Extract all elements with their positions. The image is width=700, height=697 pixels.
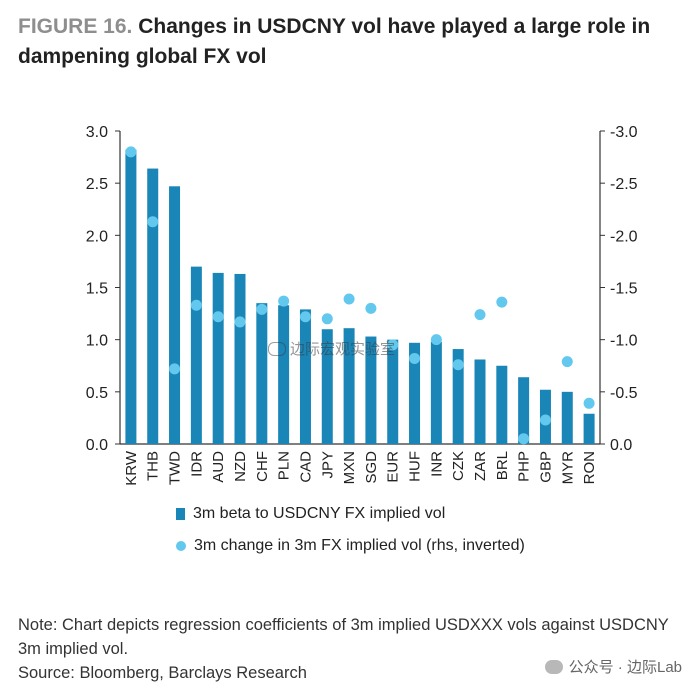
x-tick-label: PHP bbox=[516, 451, 533, 482]
x-tick-label: CHF bbox=[254, 451, 271, 482]
scatter-point bbox=[452, 359, 464, 371]
corner-watermark: 公众号 · 边际Lab bbox=[544, 656, 682, 677]
x-tick-label: PLN bbox=[276, 451, 293, 480]
legend-label-dot: 3m change in 3m FX implied vol (rhs, inv… bbox=[194, 537, 525, 554]
scatter-point bbox=[365, 302, 377, 314]
left-tick-label: 1.0 bbox=[86, 333, 108, 350]
x-tick-label: GBP bbox=[537, 451, 554, 483]
bar bbox=[147, 168, 159, 444]
source-text: Source: Bloomberg, Barclays Research bbox=[18, 664, 307, 682]
note-text: Note: Chart depicts regression coefficie… bbox=[18, 616, 669, 658]
right-tick-label: -1.5 bbox=[610, 281, 638, 298]
legend-item-bar: 3m beta to USDCNY FX implied vol bbox=[176, 505, 445, 523]
chart-note: Note: Chart depicts regression coefficie… bbox=[18, 613, 688, 685]
x-tick-label: HUF bbox=[407, 451, 424, 482]
bar bbox=[365, 336, 377, 444]
bar bbox=[169, 186, 181, 444]
scatter-point bbox=[583, 397, 595, 409]
center-watermark-text: 边际宏观实验室 bbox=[290, 341, 396, 358]
scatter-point bbox=[278, 295, 290, 307]
scatter-point bbox=[561, 356, 573, 368]
center-watermark: 边际宏观实验室 bbox=[268, 338, 395, 359]
scatter-point bbox=[190, 299, 202, 311]
bar bbox=[496, 365, 508, 444]
bar bbox=[583, 413, 595, 444]
scatter-point bbox=[299, 311, 311, 323]
scatter-point bbox=[387, 339, 399, 351]
bar bbox=[518, 377, 530, 444]
scatter-point bbox=[234, 316, 246, 328]
wechat-icon bbox=[268, 341, 286, 356]
x-tick-label: BRL bbox=[494, 451, 511, 480]
left-tick-label: 2.0 bbox=[86, 228, 108, 245]
scatter-point bbox=[409, 352, 421, 364]
figure-label: FIGURE 16. bbox=[18, 15, 133, 38]
x-tick-label: CZK bbox=[450, 451, 467, 481]
x-tick-label: AUD bbox=[210, 451, 227, 483]
scatter-point bbox=[539, 414, 551, 426]
x-tick-label: CAD bbox=[297, 451, 314, 483]
left-tick-label: 3.0 bbox=[86, 124, 108, 141]
bar bbox=[430, 341, 442, 444]
scatter-point bbox=[496, 296, 508, 308]
right-tick-label: -2.0 bbox=[610, 228, 638, 245]
x-tick-label: RON bbox=[581, 451, 598, 484]
bar bbox=[234, 273, 246, 444]
scatter-point bbox=[256, 303, 268, 315]
x-tick-label: NZD bbox=[232, 451, 249, 482]
scatter-point bbox=[147, 216, 159, 228]
legend-label-bar: 3m beta to USDCNY FX implied vol bbox=[193, 505, 446, 522]
right-tick-label: -0.5 bbox=[610, 385, 638, 402]
bar bbox=[190, 266, 202, 444]
bar bbox=[387, 339, 399, 444]
wechat-icon bbox=[544, 659, 563, 674]
title-text: Changes in USDCNY vol have played a larg… bbox=[18, 15, 651, 68]
scatter-point bbox=[321, 313, 333, 325]
legend-swatch-bar bbox=[176, 508, 185, 520]
bar bbox=[256, 303, 268, 444]
x-tick-label: THB bbox=[145, 451, 162, 481]
legend-swatch-dot bbox=[176, 541, 186, 551]
bar bbox=[452, 349, 464, 444]
x-tick-label: INR bbox=[428, 451, 445, 477]
left-tick-label: 2.5 bbox=[86, 176, 108, 193]
x-tick-label: KRW bbox=[123, 450, 140, 486]
scatter-point bbox=[343, 293, 355, 305]
scatter-point bbox=[474, 309, 486, 321]
x-tick-label: ZAR bbox=[472, 451, 489, 481]
bar bbox=[409, 342, 421, 444]
scatter-point bbox=[169, 363, 181, 375]
bar bbox=[299, 309, 311, 444]
scatter-point bbox=[518, 433, 530, 445]
x-tick-label: EUR bbox=[385, 451, 402, 483]
bar bbox=[278, 305, 290, 444]
bar-chart: 0.0 0.5 1.0 1.5 2.0 2.5 3.0 0.0 -0.5 -1.0 -1.5 -2.0… bbox=[86, 124, 638, 486]
bar bbox=[212, 272, 224, 444]
bar bbox=[561, 391, 573, 444]
bar bbox=[474, 359, 486, 444]
left-tick-label: 1.5 bbox=[86, 281, 108, 298]
right-tick-label: 0.0 bbox=[610, 437, 632, 454]
scatter-point bbox=[125, 146, 137, 158]
right-tick-label: -2.5 bbox=[610, 176, 638, 193]
scatter-point bbox=[212, 311, 224, 323]
bar bbox=[343, 328, 355, 444]
left-tick-label: 0.5 bbox=[86, 385, 108, 402]
legend-item-dot: 3m change in 3m FX implied vol (rhs, inv… bbox=[176, 537, 525, 555]
chart-title: FIGURE 16. Changes in USDCNY vol have pl… bbox=[18, 12, 678, 72]
x-tick-label: MYR bbox=[559, 451, 576, 485]
x-tick-label: SGD bbox=[363, 451, 380, 484]
left-tick-label: 0.0 bbox=[86, 437, 108, 454]
x-tick-label: JPY bbox=[319, 451, 336, 479]
scatter-point bbox=[430, 334, 442, 346]
right-tick-label: -1.0 bbox=[610, 333, 638, 350]
bar bbox=[321, 329, 333, 444]
x-tick-label: MXN bbox=[341, 451, 358, 484]
bar bbox=[125, 149, 137, 444]
right-tick-label: -3.0 bbox=[610, 124, 638, 141]
watermark-text: 公众号 · 边际Lab bbox=[568, 659, 682, 676]
x-tick-label: IDR bbox=[188, 451, 205, 477]
x-tick-label: TWD bbox=[167, 451, 184, 485]
